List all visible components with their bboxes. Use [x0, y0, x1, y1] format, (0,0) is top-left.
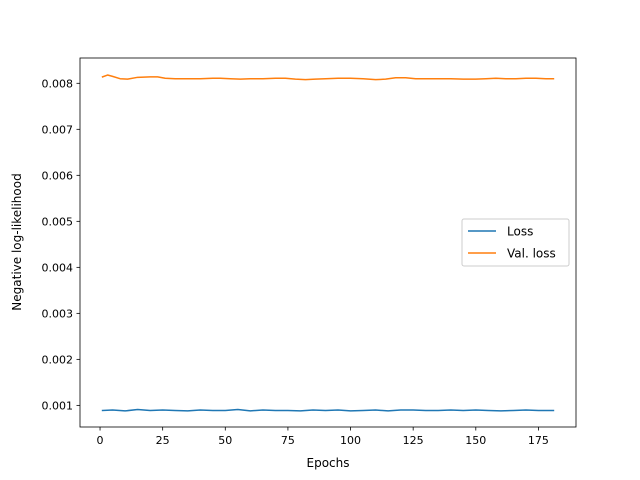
x-tick-label: 0 [97, 434, 104, 447]
axes-frame [79, 57, 577, 428]
x-tick-label: 50 [218, 434, 232, 447]
y-axis-label: Negative log-likelihood [10, 173, 24, 310]
legend-label-val-loss: Val. loss [507, 247, 556, 261]
axes: Epochs Negative log-likelihood 0 25 50 75 10… [10, 57, 577, 470]
x-tick-label: 125 [403, 434, 424, 447]
series-line-loss [101, 408, 555, 412]
legend-label-loss: Loss [507, 225, 533, 239]
y-tick-label: 0.006 [42, 169, 74, 182]
x-axis-label: Epochs [307, 456, 350, 470]
y-tick-label: 0.007 [42, 123, 74, 136]
series-line-val-loss [101, 74, 555, 81]
x-tick-label: 100 [340, 434, 361, 447]
y-tick-label: 0.005 [42, 215, 74, 228]
x-tick-label: 25 [156, 434, 170, 447]
x-tick-label: 175 [528, 434, 549, 447]
x-tick-label: 150 [465, 434, 486, 447]
y-tick-label: 0.003 [42, 307, 74, 320]
y-tick-label: 0.002 [42, 353, 74, 366]
y-tick-label: 0.008 [42, 77, 74, 90]
plot-area [101, 74, 555, 412]
x-tick-label: 75 [281, 434, 295, 447]
legend: Loss Val. loss [461, 218, 570, 267]
y-tick-label: 0.004 [42, 261, 74, 274]
y-tick-label: 0.001 [42, 399, 74, 412]
